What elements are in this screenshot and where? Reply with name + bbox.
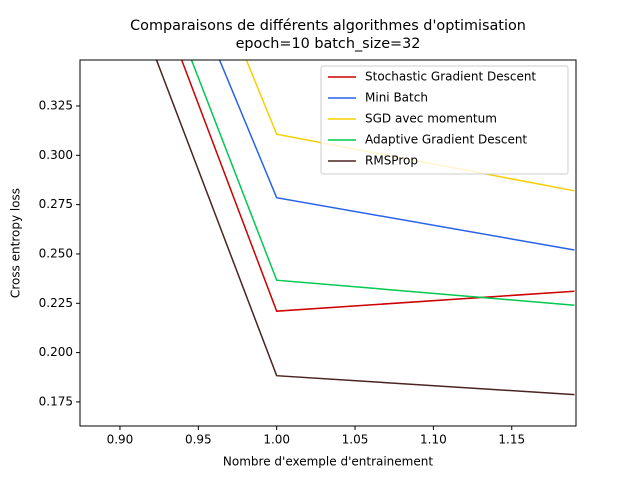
legend-box <box>320 65 569 175</box>
x-axis-label: Nombre d'exemple d'entrainement <box>223 455 433 469</box>
y-tick-label: 0.325 <box>39 98 73 112</box>
legend-label: SGD avec momentum <box>365 112 497 126</box>
legend-label: RMSProp <box>365 154 418 168</box>
series-line <box>218 60 575 251</box>
series-line <box>190 60 575 306</box>
x-tick-label: 1.00 <box>263 433 290 447</box>
legend-label: Stochastic Gradient Descent <box>365 70 536 84</box>
y-tick-label: 0.250 <box>39 246 73 260</box>
y-tick-label: 0.275 <box>39 197 73 211</box>
axes-frame <box>79 59 577 427</box>
series-line <box>155 60 575 396</box>
y-tick-label: 0.225 <box>39 296 73 310</box>
x-tick-label: 1.05 <box>342 433 369 447</box>
y-tick-label: 0.300 <box>39 148 73 162</box>
x-tick-label: 1.10 <box>420 433 447 447</box>
legend-label: Mini Batch <box>365 91 428 105</box>
x-tick-label: 0.90 <box>107 433 134 447</box>
x-tick-label: 1.15 <box>498 433 525 447</box>
legend: Stochastic Gradient Descent Mini Batch SGD… <box>320 65 569 175</box>
x-tick-label: 0.95 <box>185 433 212 447</box>
chart-subtitle: epoch=10 batch_size=32 <box>236 36 421 52</box>
plot-area <box>155 60 575 396</box>
series-line <box>180 60 575 312</box>
y-tick-label: 0.175 <box>39 394 73 408</box>
chart-title: Comparaisons de différents algorithmes d… <box>130 18 526 34</box>
legend-label: Adaptive Gradient Descent <box>365 133 527 147</box>
y-axis-label: Cross entropy loss <box>9 188 23 298</box>
y-tick-label: 0.200 <box>39 345 73 359</box>
